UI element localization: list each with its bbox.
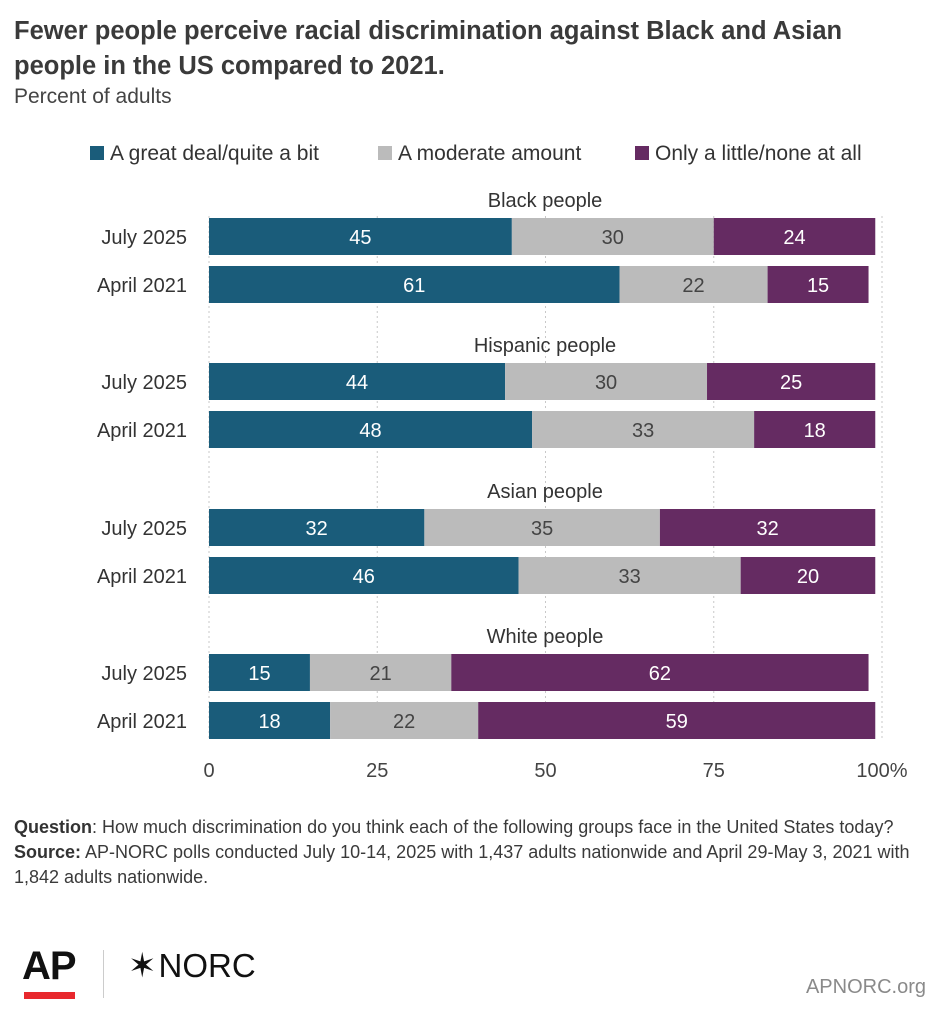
data-label: 20	[797, 566, 819, 588]
bar-segment	[209, 702, 331, 739]
bar-segment	[209, 557, 519, 594]
data-label: 59	[666, 711, 688, 733]
group-label: Hispanic people	[474, 335, 616, 357]
data-label: 15	[248, 663, 270, 685]
data-label: 30	[602, 227, 624, 249]
row-label: July 2025	[101, 663, 187, 685]
bar-segment	[532, 411, 755, 448]
x-tick-label: 50	[534, 760, 556, 782]
source-text: AP-NORC polls conducted July 10-14, 2025…	[14, 842, 910, 887]
bar-segment	[209, 363, 506, 400]
bar-segment	[209, 266, 620, 303]
data-label: 46	[353, 566, 375, 588]
x-tick-label: 75	[703, 760, 725, 782]
ap-logo-underline	[24, 992, 75, 999]
row-label: July 2025	[101, 372, 187, 394]
data-label: 22	[682, 275, 704, 297]
data-label: 33	[619, 566, 641, 588]
bar-segment	[478, 702, 876, 739]
data-label: 44	[346, 372, 368, 394]
norc-logo-text: NORC	[158, 947, 256, 984]
bar-segment	[330, 702, 479, 739]
question-text: : How much discrimination do you think e…	[92, 817, 894, 837]
stacked-bar-chart: A great deal/quite a bit A moderate amoun…	[90, 142, 908, 782]
footnote: Question: How much discrimination do you…	[14, 815, 919, 890]
x-tick-label: 25	[366, 760, 388, 782]
bar-segment	[713, 218, 876, 255]
bar-segment	[309, 654, 452, 691]
site-link: APNORC.org	[805, 976, 926, 998]
data-label: 32	[306, 518, 328, 540]
chart-title: Fewer people perceive racial discriminat…	[14, 17, 843, 80]
data-label: 35	[531, 518, 553, 540]
bar-segment	[209, 509, 425, 546]
source-label: Source:	[14, 842, 82, 862]
row-label: April 2021	[97, 420, 187, 442]
bar-segment	[740, 557, 876, 594]
question-label: Question	[14, 817, 93, 837]
data-label: 32	[756, 518, 778, 540]
bar-segment	[505, 363, 708, 400]
x-tick-label: 0	[203, 760, 214, 782]
row-label: April 2021	[97, 275, 187, 297]
data-label: 18	[258, 711, 280, 733]
chart-subtitle: Percent of adults	[14, 85, 172, 108]
bar-segment	[209, 218, 512, 255]
bar-segment	[767, 266, 869, 303]
bar-segment	[659, 509, 876, 546]
data-label: 33	[632, 420, 654, 442]
legend-swatch	[378, 146, 392, 160]
legend-label: Only a little/none at all	[655, 142, 862, 165]
bar-segment	[451, 654, 869, 691]
data-label: 18	[804, 420, 826, 442]
group-label: Asian people	[487, 481, 603, 503]
bar-segment	[209, 411, 533, 448]
bar-segment	[511, 218, 714, 255]
legend-label: A moderate amount	[398, 142, 581, 165]
data-label: 62	[649, 663, 671, 685]
ap-logo: AP	[22, 944, 77, 988]
norc-logo: ✶ NORC	[128, 946, 256, 986]
data-label: 25	[780, 372, 802, 394]
row-label: July 2025	[101, 227, 187, 249]
norc-star-icon: ✶	[128, 947, 157, 985]
data-label: 30	[595, 372, 617, 394]
bar-segment	[619, 266, 768, 303]
data-label: 45	[349, 227, 371, 249]
group-label: Black people	[488, 190, 603, 212]
group-label: White people	[487, 626, 604, 648]
data-label: 22	[393, 711, 415, 733]
data-label: 24	[783, 227, 805, 249]
bar-segment	[424, 509, 660, 546]
legend-swatch	[90, 146, 104, 160]
data-label: 21	[369, 663, 391, 685]
bar-segment	[518, 557, 741, 594]
data-label: 48	[359, 420, 381, 442]
x-tick-label: 100%	[856, 760, 907, 782]
legend-swatch	[635, 146, 649, 160]
legend-label: A great deal/quite a bit	[110, 142, 319, 165]
row-label: July 2025	[101, 518, 187, 540]
data-label: 61	[403, 275, 425, 297]
bar-segment	[209, 654, 310, 691]
bar-segment	[707, 363, 876, 400]
bar-segment	[754, 411, 876, 448]
data-label: 15	[807, 275, 829, 297]
logo-divider	[103, 950, 104, 998]
row-label: April 2021	[97, 566, 187, 588]
row-label: April 2021	[97, 711, 187, 733]
